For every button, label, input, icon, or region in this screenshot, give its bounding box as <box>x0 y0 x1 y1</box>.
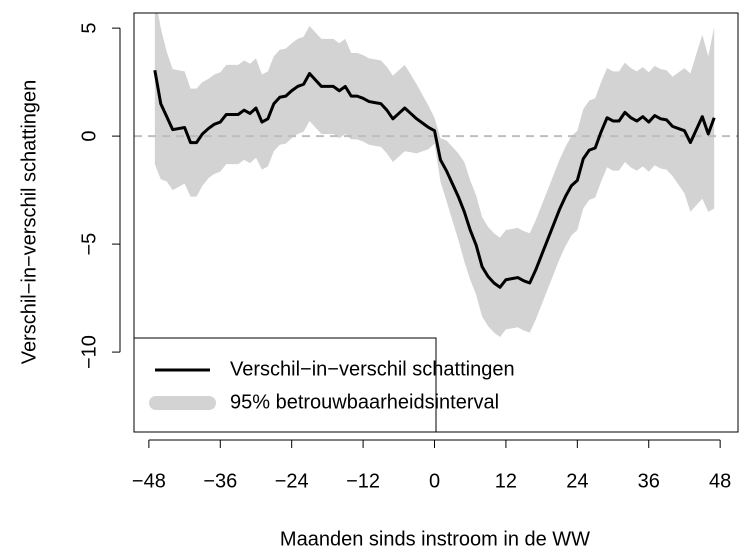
plot-area <box>134 13 738 337</box>
legend-label: 95% betrouwbaarheidsinterval <box>230 391 499 413</box>
x-tick-label: −24 <box>275 470 309 492</box>
y-axis-title: Verschil−in−verschil schattingen <box>18 80 40 365</box>
x-tick-label: 0 <box>429 470 440 492</box>
x-tick-label: 48 <box>709 470 731 492</box>
y-tick-label: 0 <box>78 131 100 142</box>
y-tick-label: −10 <box>78 335 100 369</box>
x-tick-label: −12 <box>346 470 380 492</box>
x-tick-label: 36 <box>638 470 660 492</box>
y-tick-label: 5 <box>78 23 100 34</box>
data-line <box>153 69 716 289</box>
legend-box <box>133 337 437 433</box>
x-tick-label: 24 <box>566 470 588 492</box>
legend-label: Verschil−in−verschil schattingen <box>230 358 515 380</box>
x-axis-title: Maanden sinds instroom in de WW <box>280 528 590 550</box>
x-tick-label: 12 <box>495 470 517 492</box>
confidence-band <box>154 13 715 337</box>
x-tick-label: −36 <box>203 470 237 492</box>
y-tick-label: −5 <box>78 233 100 256</box>
x-tick-label: −48 <box>132 470 166 492</box>
